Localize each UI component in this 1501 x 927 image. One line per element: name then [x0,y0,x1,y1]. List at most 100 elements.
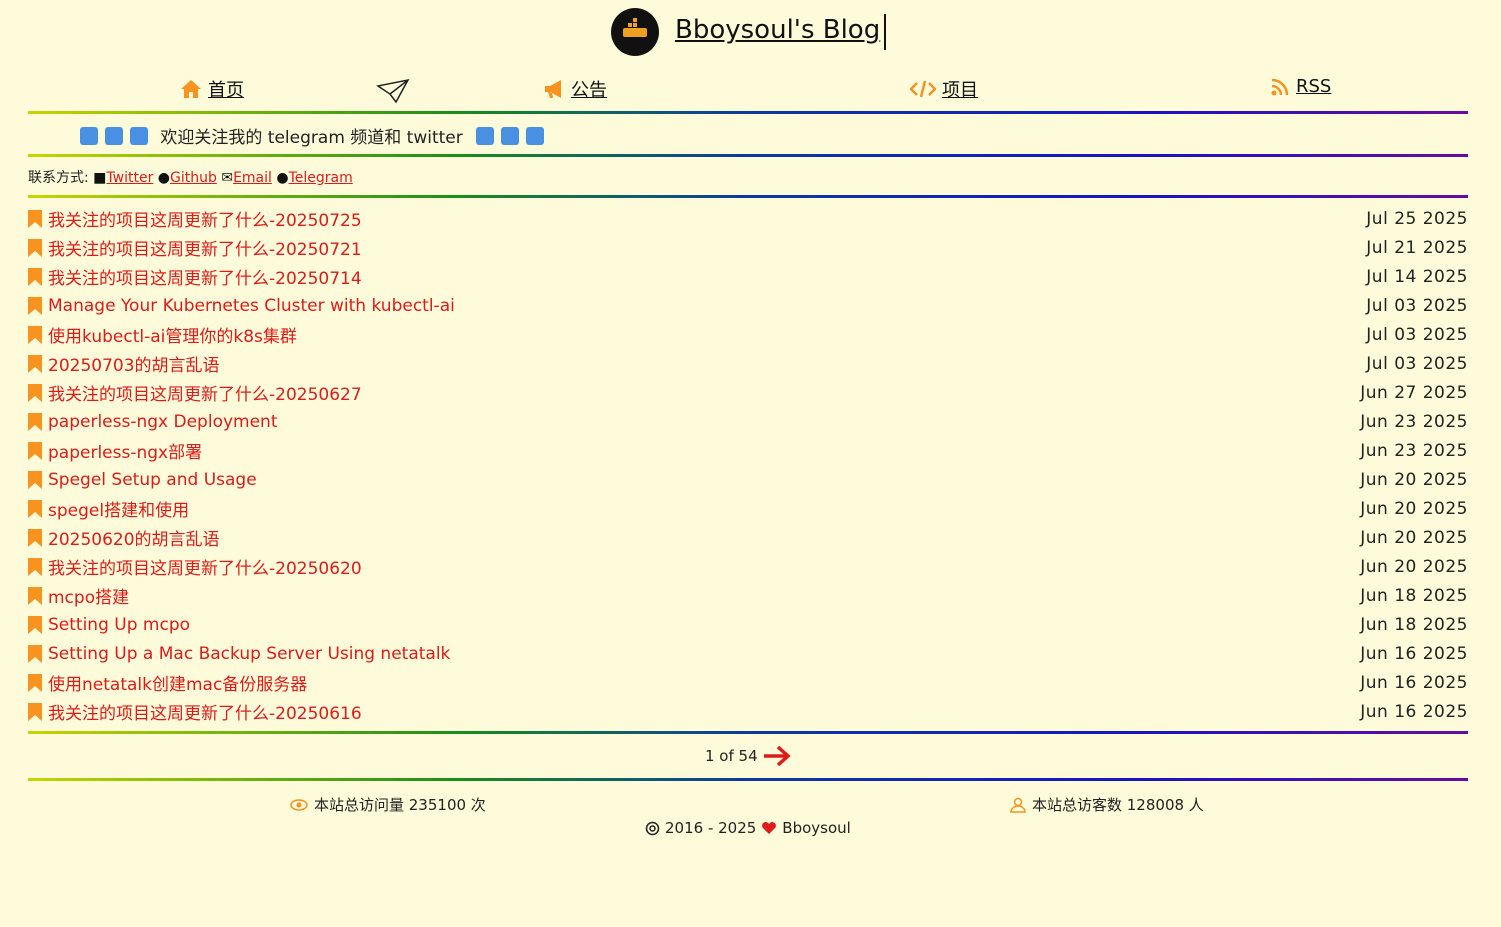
home-icon [181,80,201,98]
post-date: Jun 20 2025 [1360,556,1468,577]
post-date: Jul 14 2025 [1366,266,1468,287]
page-indicator: 1 of 54 [705,747,758,765]
post-date: Jul 25 2025 [1366,208,1468,229]
bookmark-icon [28,702,42,721]
post-row: 我关注的项目这周更新了什么-20250725 Jul 25 2025 [28,204,1468,233]
bookmark-icon [28,470,42,489]
nav-item[interactable]: 项目 [910,76,978,102]
post-row: 20250703的胡言乱语 Jul 03 2025 [28,349,1468,378]
logo [611,8,659,56]
next-arrow[interactable] [762,744,792,768]
post-row: Setting Up mcpo Jun 18 2025 [28,610,1468,639]
author: Bboysoul [782,819,851,837]
bookmark-icon [28,441,42,460]
post-row: 我关注的项目这周更新了什么-20250714 Jul 14 2025 [28,262,1468,291]
contact-link[interactable]: Telegram [288,170,353,186]
bookmark-icon [28,354,42,373]
arrow-icon [80,126,98,145]
post-title[interactable]: paperless-ngx部署 [48,443,203,463]
contact-link[interactable]: Github [170,170,217,186]
post-title[interactable]: Setting Up mcpo [48,614,191,635]
post-date: Jun 16 2025 [1360,672,1468,693]
notice: 欢迎关注我的 telegram 频道和 twitter [80,123,551,148]
heart-icon [762,822,777,834]
post-title[interactable]: 我关注的项目这周更新了什么-20250714 [48,269,362,289]
divider [28,778,1468,781]
notice-text: 欢迎关注我的 telegram 频道和 twitter [160,128,463,148]
post-date: Jul 03 2025 [1366,324,1468,345]
post-row: 我关注的项目这周更新了什么-20250616 Jun 16 2025 [28,697,1468,726]
post-title[interactable]: 我关注的项目这周更新了什么-20250616 [48,704,362,724]
post-date: Jun 23 2025 [1360,440,1468,461]
visitors-text: 本站总访客数 128008 人 [1032,796,1204,814]
bookmark-icon [28,209,42,228]
contact: 联系方式: ■Twitter ●Github ✉Email ●Telegram [28,170,353,186]
post-title[interactable]: 我关注的项目这周更新了什么-20250725 [48,211,362,231]
plane-icon[interactable] [376,78,410,104]
post-title[interactable]: spegel搭建和使用 [48,501,190,521]
post-date: Jun 20 2025 [1360,469,1468,490]
post-title[interactable]: 使用netatalk创建mac备份服务器 [48,675,308,695]
post-date: Jun 18 2025 [1360,585,1468,606]
post-title[interactable]: Setting Up a Mac Backup Server Using net… [48,643,451,664]
post-date: Jun 16 2025 [1360,701,1468,722]
nav-item[interactable]: 公告 [543,76,607,102]
post-row: 使用netatalk创建mac备份服务器 Jun 16 2025 [28,668,1468,697]
bookmark-icon [28,296,42,315]
nav-link[interactable]: RSS [1296,76,1332,97]
code-icon [910,80,936,98]
post-date: Jul 21 2025 [1366,237,1468,258]
post-row: 我关注的项目这周更新了什么-20250620 Jun 20 2025 [28,552,1468,581]
bookmark-icon [28,673,42,692]
post-title[interactable]: 我关注的项目这周更新了什么-20250721 [48,240,362,260]
post-title[interactable]: Manage Your Kubernetes Cluster with kube… [48,295,455,316]
post-row: Manage Your Kubernetes Cluster with kube… [28,291,1468,320]
post-row: paperless-ngx Deployment Jun 23 2025 [28,407,1468,436]
bullhorn-icon [545,80,561,98]
bookmark-icon [28,528,42,547]
divider [28,111,1468,114]
post-title[interactable]: 我关注的项目这周更新了什么-20250620 [48,559,362,579]
divider [28,154,1468,157]
nav-link[interactable]: 首页 [208,80,244,101]
post-row: Spegel Setup and Usage Jun 20 2025 [28,465,1468,494]
divider [28,195,1468,198]
bookmark-icon [28,267,42,286]
post-title[interactable]: 使用kubectl-ai管理你的k8s集群 [48,327,297,347]
post-title[interactable]: mcpo搭建 [48,588,130,608]
post-title[interactable]: paperless-ngx Deployment [48,411,278,432]
rss-icon [1271,78,1289,95]
nav-item[interactable]: 首页 [180,76,244,102]
views-text: 本站总访问量 235100 次 [314,796,486,814]
post-title[interactable]: Spegel Setup and Usage [48,469,257,490]
post-row: 使用kubectl-ai管理你的k8s集群 Jul 03 2025 [28,320,1468,349]
nav-item[interactable]: RSS [1270,76,1331,97]
nav-link[interactable]: 公告 [571,80,607,101]
years: 2016 - 2025 [665,819,757,837]
post-date: Jun 18 2025 [1360,614,1468,635]
copyright: 2016 - 2025 Bboysoul [645,819,851,837]
post-row: Setting Up a Mac Backup Server Using net… [28,639,1468,668]
arrow-icon [501,126,520,145]
bookmark-icon [28,615,42,634]
bookmark-icon [28,383,42,402]
post-title[interactable]: 20250703的胡言乱语 [48,356,220,376]
bookmark-icon [28,325,42,344]
bookmark-icon [28,644,42,663]
nav-link[interactable]: 项目 [942,80,978,101]
pagination: 1 of 54 [705,744,792,768]
arrow-icon [105,126,123,145]
post-date: Jul 03 2025 [1366,295,1468,316]
site-title[interactable]: Bboysoul's Blog [675,15,881,45]
post-title[interactable]: 20250620的胡言乱语 [48,530,220,550]
bookmark-icon [28,586,42,605]
contact-link[interactable]: Email [233,170,272,186]
divider [28,731,1468,734]
post-title[interactable]: 我关注的项目这周更新了什么-20250627 [48,385,362,405]
contact-link[interactable]: Twitter [106,170,154,186]
contact-label: 联系方式: [28,170,89,186]
post-row: 我关注的项目这周更新了什么-20250627 Jun 27 2025 [28,378,1468,407]
post-row: spegel搭建和使用 Jun 20 2025 [28,494,1468,523]
user-icon [1010,797,1026,813]
